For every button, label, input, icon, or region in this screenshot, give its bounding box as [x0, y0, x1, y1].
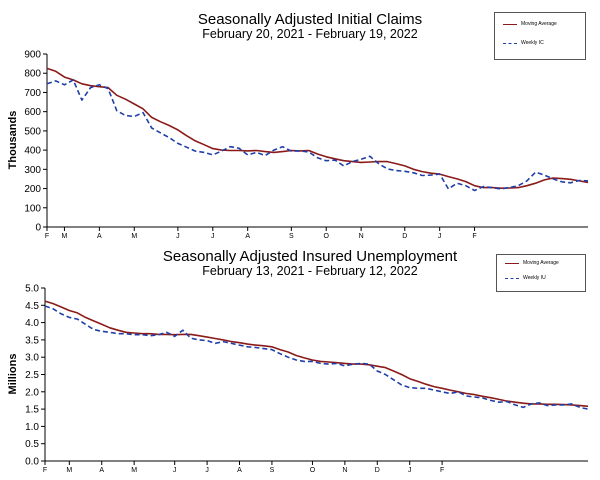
moving-average-swatch	[505, 262, 519, 264]
x-tick-label: F	[45, 233, 49, 240]
y-tick-label: 3.0	[25, 353, 39, 364]
y-axis-label: Thousands	[7, 111, 19, 170]
y-tick-label: 5.0	[25, 284, 39, 295]
y-tick-label: 2.0	[25, 387, 39, 398]
y-tick-label: 200	[24, 184, 41, 195]
legend-label: Weekly IU	[523, 275, 546, 281]
x-tick-label: S	[270, 467, 275, 474]
x-tick-label: N	[342, 467, 347, 474]
legend-label: Weekly IC	[521, 40, 544, 46]
x-tick-label: J	[176, 233, 180, 240]
x-tick-label: M	[66, 467, 72, 474]
legend-label: Moving Average	[523, 260, 559, 266]
legend-label: Moving Average	[521, 21, 557, 27]
x-tick-label: A	[237, 467, 242, 474]
x-tick-label: M	[131, 233, 137, 240]
y-tick-label: 500	[24, 126, 41, 137]
y-tick-label: 0.0	[25, 457, 39, 468]
x-tick-label: F	[472, 233, 476, 240]
x-tick-label: F	[440, 467, 444, 474]
chart2-title: Seasonally Adjusted Insured Unemployment	[162, 248, 458, 265]
weekly-line	[44, 305, 589, 410]
y-tick-label: 2.5	[25, 370, 39, 381]
weekly-swatch	[503, 42, 517, 44]
moving-average-swatch	[503, 23, 517, 25]
y-tick-label: 400	[24, 146, 41, 157]
x-tick-label: A	[97, 233, 102, 240]
y-axis-label: Millions	[7, 354, 19, 395]
y-tick-label: 0.5	[25, 439, 39, 450]
x-tick-label: A	[99, 467, 104, 474]
chart1-subtitle: February 20, 2021 - February 19, 2022	[202, 27, 418, 41]
y-tick-label: 300	[24, 165, 41, 176]
moving-average-line	[44, 300, 589, 408]
x-tick-label: D	[375, 467, 380, 474]
y-tick-label: 600	[24, 107, 41, 118]
x-tick-label: J	[211, 233, 215, 240]
y-tick-label: 700	[24, 88, 41, 99]
x-tick-label: M	[62, 233, 68, 240]
chart2-subtitle: February 13, 2021 - February 12, 2022	[202, 264, 418, 278]
x-tick-label: J	[205, 467, 209, 474]
x-tick-label: S	[289, 233, 294, 240]
y-tick-label: 3.5	[25, 335, 39, 346]
x-tick-label: D	[402, 233, 407, 240]
y-tick-label: 4.5	[25, 301, 39, 312]
x-tick-label: O	[323, 233, 329, 240]
chart1-title: Seasonally Adjusted Initial Claims	[197, 11, 423, 28]
x-tick-label: O	[310, 467, 316, 474]
y-tick-label: 4.0	[25, 318, 39, 329]
y-tick-label: 1.0	[25, 422, 39, 433]
y-tick-label: 1.5	[25, 405, 39, 416]
x-tick-label: J	[408, 467, 412, 474]
y-tick-label: 900	[24, 50, 41, 61]
weekly-swatch	[505, 277, 519, 279]
x-tick-label: N	[359, 233, 364, 240]
x-tick-label: J	[173, 467, 177, 474]
chart1-legend: Moving Average Weekly IC	[494, 12, 586, 60]
y-tick-label: 0	[35, 223, 41, 234]
x-tick-label: M	[131, 467, 137, 474]
y-tick-label: 100	[24, 203, 41, 214]
x-tick-label: A	[245, 233, 250, 240]
y-tick-label: 800	[24, 69, 41, 80]
x-tick-label: F	[43, 467, 47, 474]
weekly-line	[46, 79, 589, 192]
x-tick-label: J	[438, 233, 442, 240]
moving-average-line	[46, 67, 589, 189]
chart2-legend: Moving Average Weekly IU	[496, 254, 586, 292]
